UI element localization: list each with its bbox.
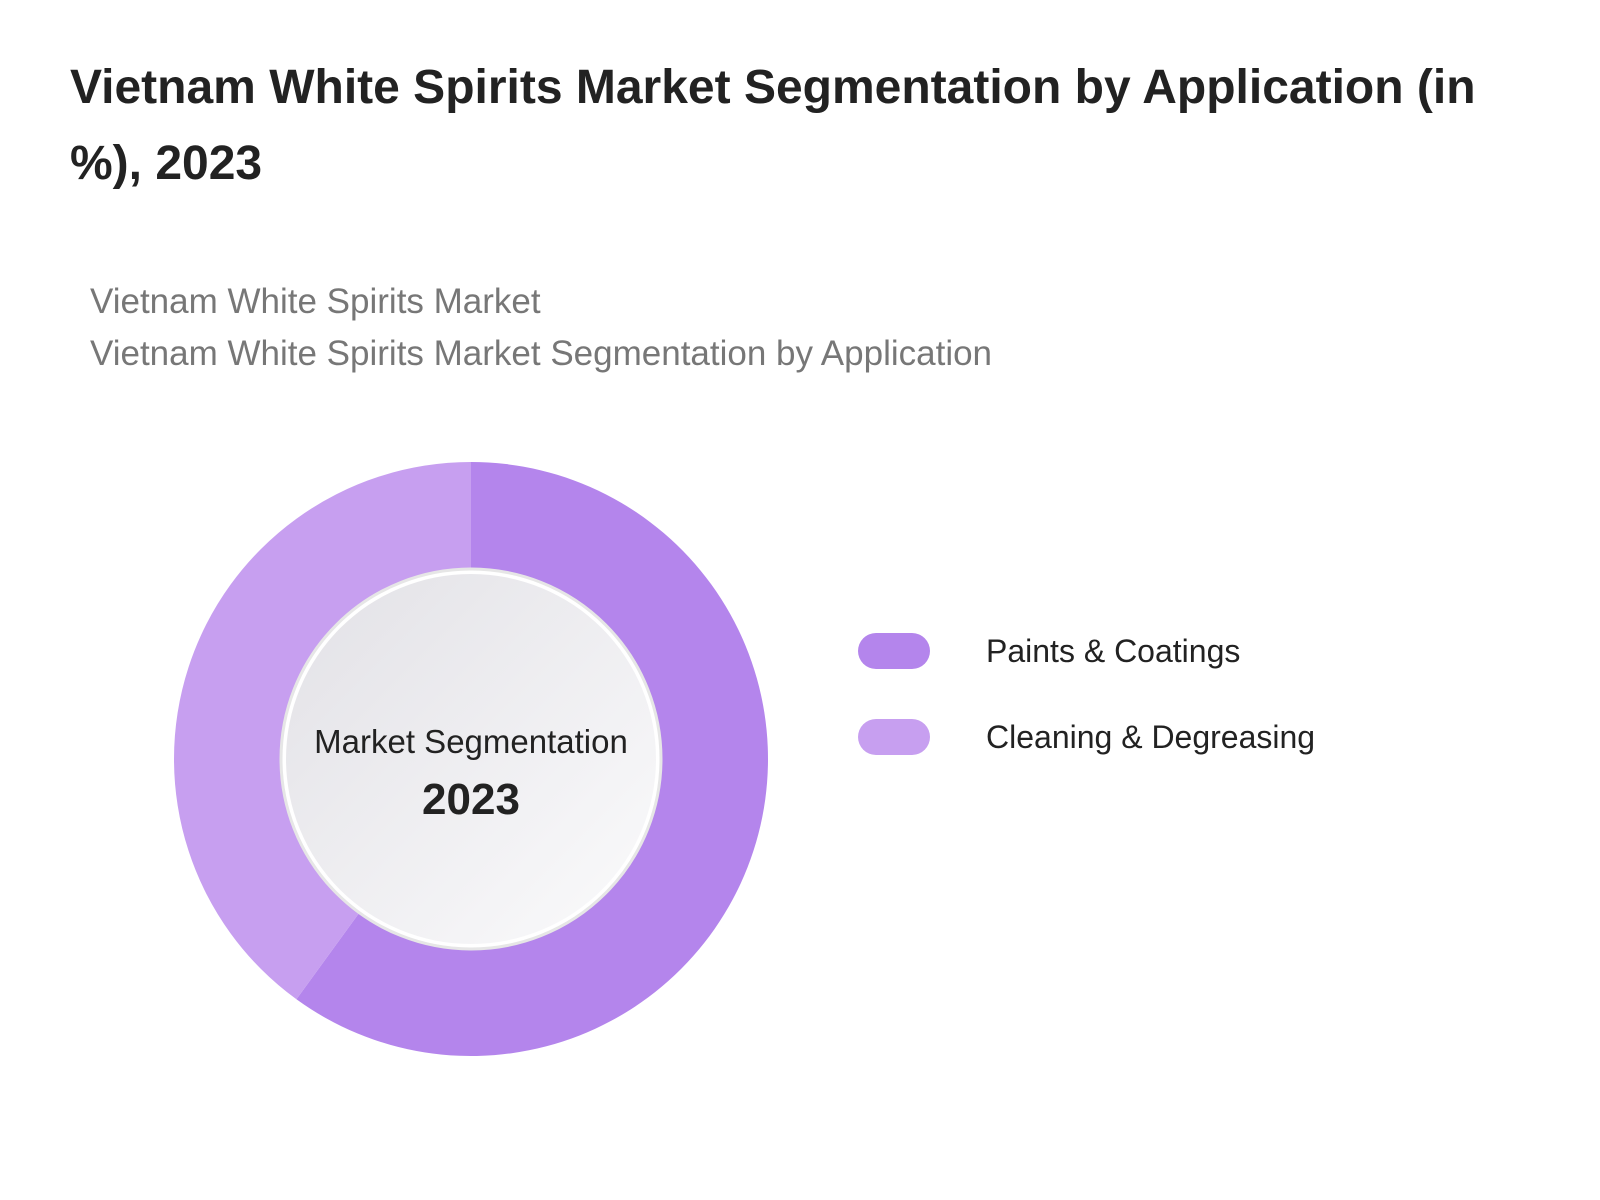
chart-title: Vietnam White Spirits Market Segmentatio… xyxy=(70,61,1476,190)
legend-swatch xyxy=(858,633,930,669)
subtitle: Vietnam White Spirits Market xyxy=(90,282,541,321)
legend-label: Paints & Coatings xyxy=(986,633,1240,669)
legend-swatch xyxy=(858,719,930,755)
legend-label: Cleaning & Degreasing xyxy=(986,719,1315,755)
center-value: 2023 xyxy=(422,775,520,824)
subtitle: Vietnam White Spirits Market Segmentatio… xyxy=(90,334,993,373)
center-fill xyxy=(286,574,656,944)
center-label: Market Segmentation xyxy=(314,723,628,760)
